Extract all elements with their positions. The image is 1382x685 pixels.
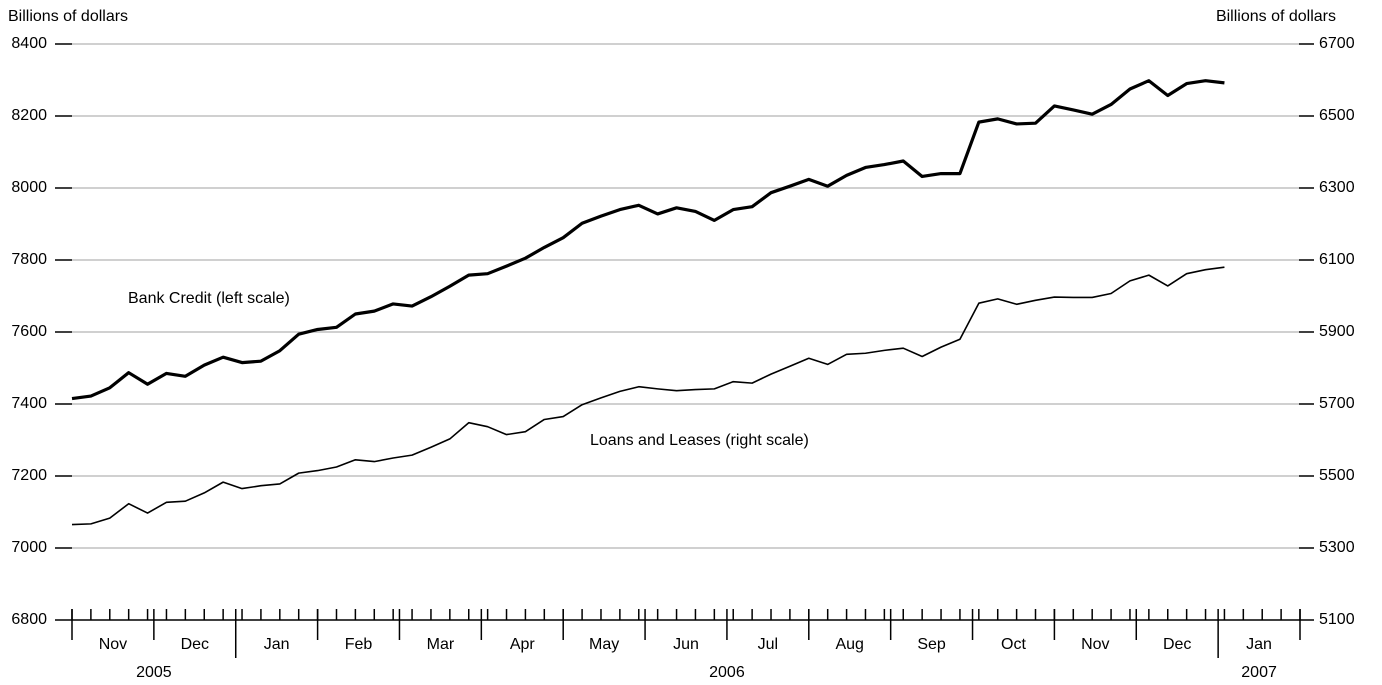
x-tick-label: Apr: [510, 636, 536, 653]
x-tick-label: May: [589, 636, 619, 653]
y2-tick-label: 5700: [1319, 395, 1355, 412]
x-tick-label: Jul: [758, 636, 778, 653]
year-label: 2005: [136, 664, 172, 681]
series-line: [71, 79, 1225, 401]
y2-axis-label: Billions of dollars: [1216, 8, 1336, 25]
x-tick-label: Feb: [345, 636, 373, 653]
y2-tick-label: 6700: [1319, 35, 1355, 52]
y2-tick-label: 6500: [1319, 107, 1355, 124]
x-tick-label: Mar: [427, 636, 455, 653]
year-label: 2006: [709, 664, 745, 681]
x-tick-label: Jan: [1246, 636, 1272, 653]
y2-tick-label: 5300: [1319, 539, 1355, 556]
x-tick-label: Sep: [917, 636, 946, 653]
x-tick-label: Nov: [99, 636, 127, 653]
y-tick-label: 7400: [11, 395, 47, 412]
y2-tick-label: 5500: [1319, 467, 1355, 484]
x-tick-label: Nov: [1081, 636, 1109, 653]
y-tick-label: 7800: [11, 251, 47, 268]
series-label: Loans and Leases (right scale): [590, 432, 809, 449]
x-tick-label: Oct: [1001, 636, 1026, 653]
x-tick-label: Dec: [1163, 636, 1191, 653]
x-tick-label: Jun: [673, 636, 699, 653]
series-line: [71, 266, 1225, 526]
y-tick-label: 8200: [11, 107, 47, 124]
y-tick-label: 6800: [11, 611, 47, 628]
y-tick-label: 7200: [11, 467, 47, 484]
x-tick-label: Dec: [181, 636, 209, 653]
series-label: Bank Credit (left scale): [128, 290, 290, 307]
y-tick-label: 7000: [11, 539, 47, 556]
y-tick-label: 8400: [11, 35, 47, 52]
y-tick-label: 8000: [11, 179, 47, 196]
y2-tick-label: 5100: [1319, 611, 1355, 628]
x-tick-label: Aug: [835, 636, 863, 653]
year-label: 2007: [1241, 664, 1277, 681]
y-tick-label: 7600: [11, 323, 47, 340]
y-axis-label: Billions of dollars: [8, 8, 128, 25]
y2-tick-label: 5900: [1319, 323, 1355, 340]
y2-tick-label: 6100: [1319, 251, 1355, 268]
y2-tick-label: 6300: [1319, 179, 1355, 196]
x-tick-label: Jan: [264, 636, 290, 653]
